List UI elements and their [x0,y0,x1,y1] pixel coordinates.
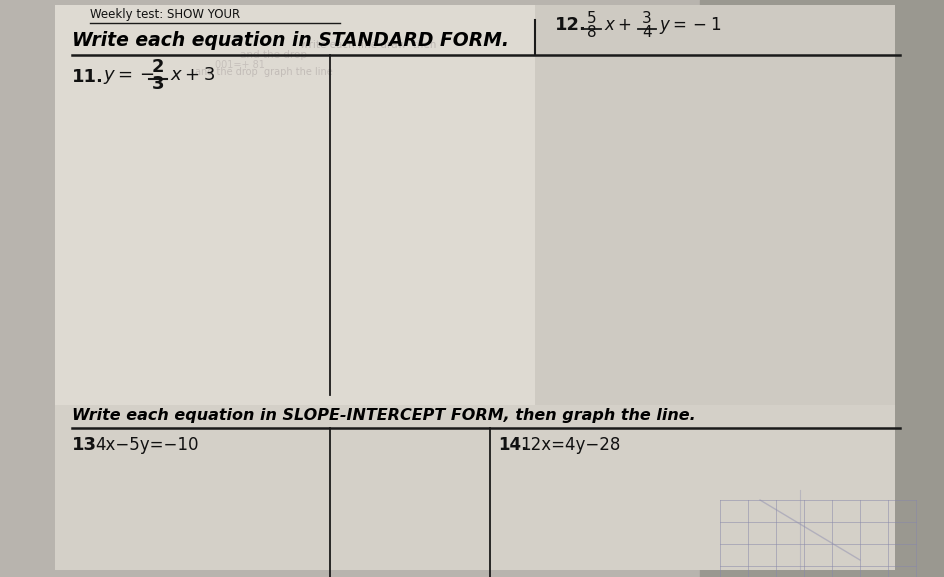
Text: 5: 5 [586,11,597,26]
Text: 3: 3 [152,75,164,93]
FancyBboxPatch shape [55,5,894,570]
Text: $x+3$: $x+3$ [170,66,215,84]
Text: 4x−5y=−10: 4x−5y=−10 [95,436,198,454]
Text: $x+$: $x+$ [603,16,631,34]
Text: 14.: 14. [497,436,527,454]
Text: 11.: 11. [72,68,104,86]
FancyBboxPatch shape [534,5,894,405]
Text: 4: 4 [642,25,651,40]
Text: Write each equation in SLOPE-INTERCEPT FORM, then graph the line.: Write each equation in SLOPE-INTERCEPT F… [72,408,695,423]
Text: write each line draw  then: write each line draw then [299,40,436,50]
Text: 13: 13 [72,436,97,454]
Text: $y=-1$: $y=-1$ [658,15,720,36]
Bar [700,0,944,577]
Text: $y = -$: $y = -$ [103,68,155,86]
Text: Weekly test: SHOW YOUR: Weekly test: SHOW YOUR [90,8,244,21]
Text: 001=+ 81: 001=+ 81 [215,60,264,70]
Text: 12.: 12. [554,16,586,34]
Text: 3: 3 [641,11,651,26]
Text: 2: 2 [152,58,164,76]
Text: and the drop: and the drop [240,50,307,60]
Text: 12x=4y−28: 12x=4y−28 [519,436,619,454]
FancyBboxPatch shape [55,5,534,405]
Text: and the drop  graph the line: and the drop graph the line [194,67,332,77]
Text: 8: 8 [586,25,597,40]
Text: Write each equation in STANDARD FORM.: Write each equation in STANDARD FORM. [72,31,509,50]
